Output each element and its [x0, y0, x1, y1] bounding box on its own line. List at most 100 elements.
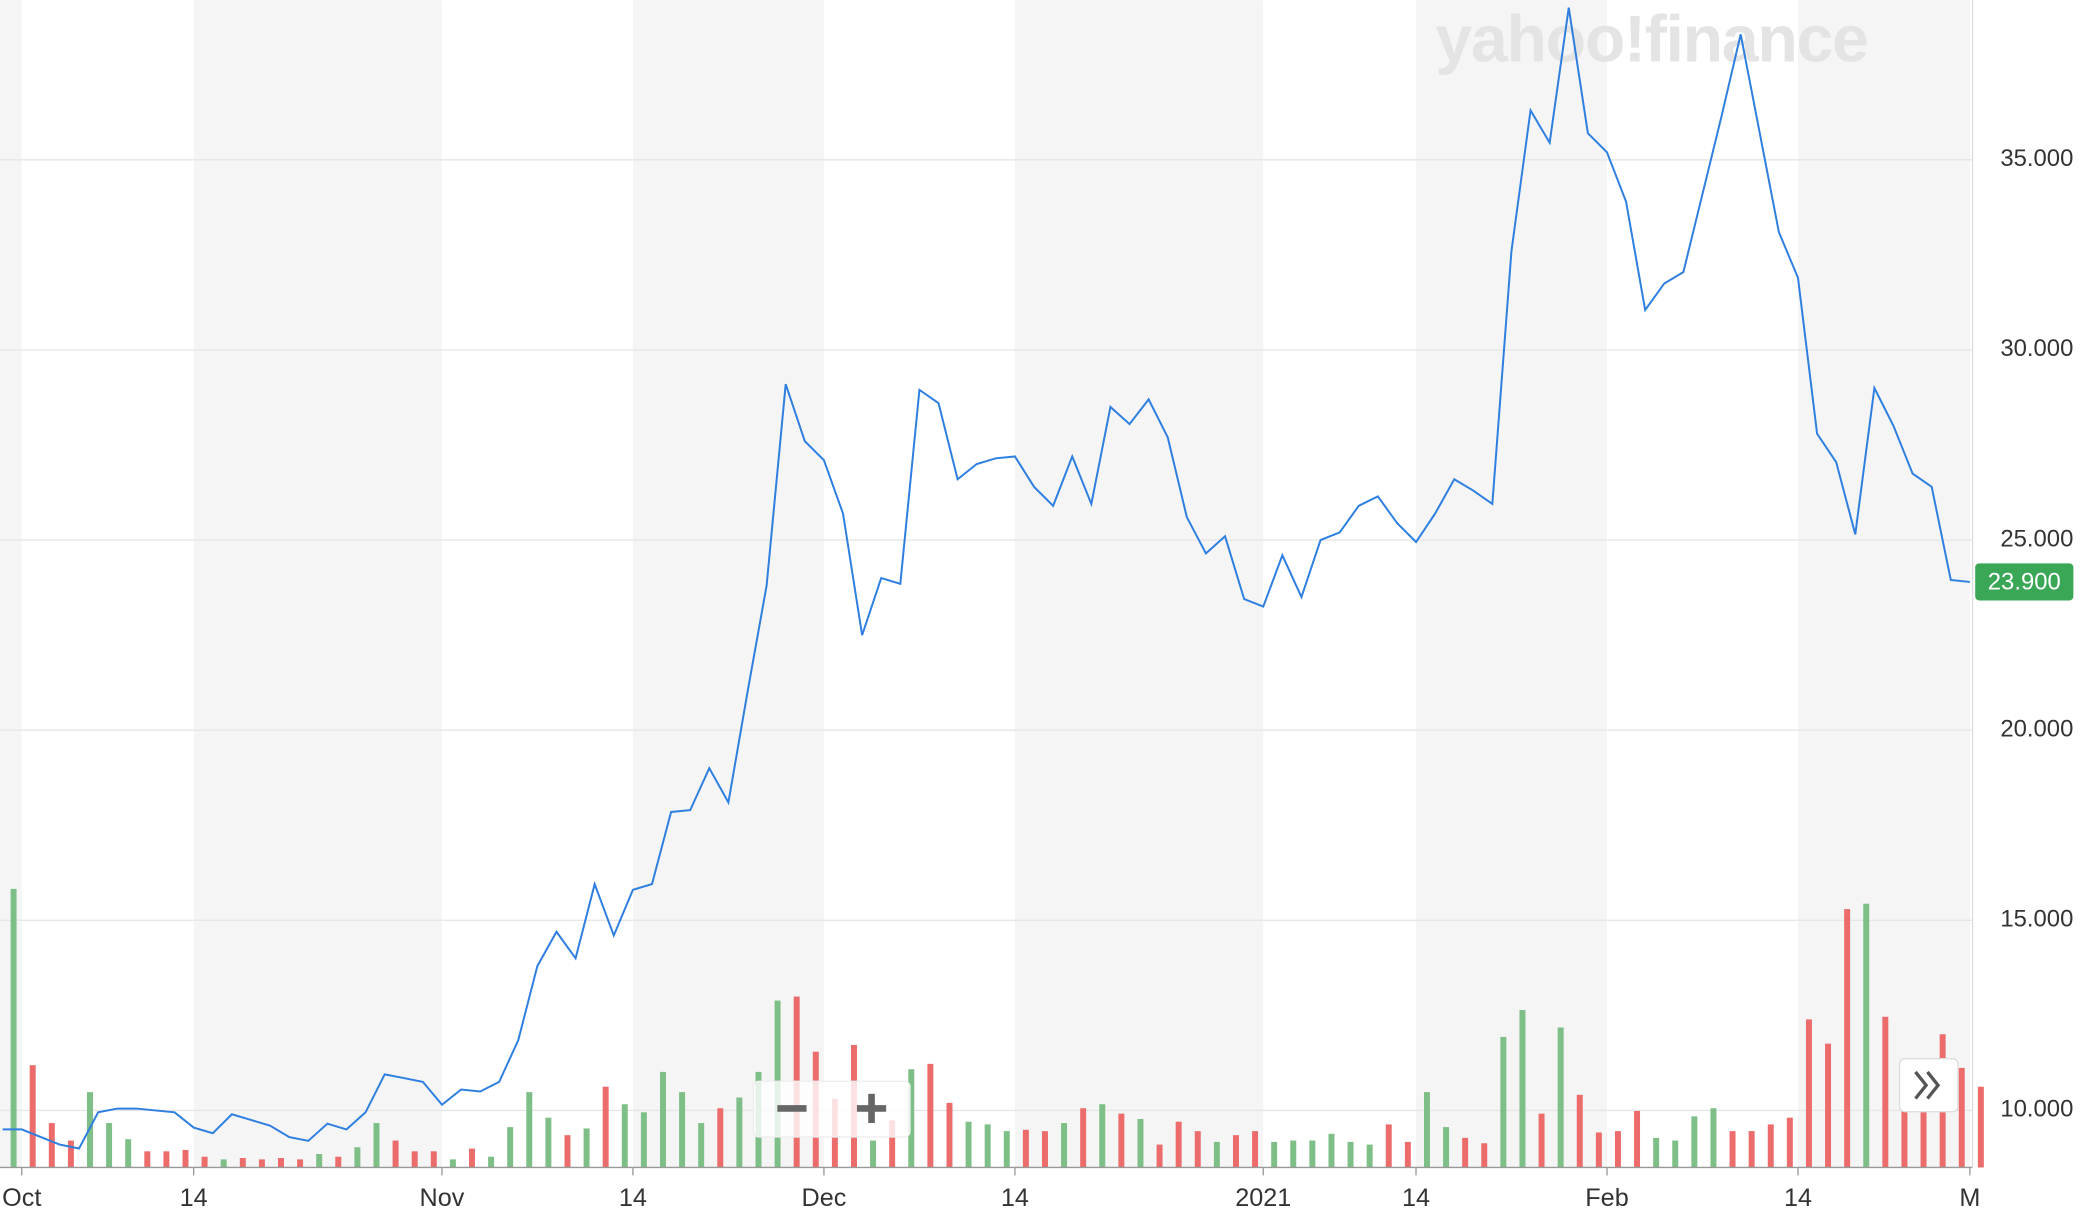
- volume-bar: [48, 1123, 55, 1168]
- volume-bar: [1576, 1094, 1583, 1168]
- volume-bar: [1729, 1131, 1736, 1168]
- volume-bar: [717, 1108, 724, 1168]
- volume-bar: [1232, 1135, 1239, 1168]
- y-tick-label: 25.000: [2000, 525, 2073, 552]
- x-tick-label: 14: [1784, 1184, 1812, 1212]
- volume-bar: [965, 1121, 972, 1168]
- volume-bar: [1691, 1116, 1698, 1168]
- volume-bar: [640, 1112, 647, 1168]
- volume-bar: [1022, 1129, 1029, 1168]
- volume-bar: [1443, 1127, 1450, 1168]
- volume-bar: [545, 1117, 552, 1168]
- zoom-controls[interactable]: [752, 1080, 911, 1138]
- y-tick-label: 15.000: [2000, 906, 2073, 933]
- scroll-icon: [1914, 1070, 1941, 1100]
- volume-bar: [507, 1127, 514, 1168]
- volume-bar: [583, 1128, 590, 1168]
- x-tick-label: M: [1959, 1184, 1980, 1212]
- x-tick-label: Feb: [1585, 1184, 1628, 1212]
- x-tick-label: 14: [1001, 1184, 1029, 1212]
- volume-bar: [1137, 1119, 1144, 1168]
- volume-bar: [1271, 1141, 1278, 1168]
- band: [1798, 0, 1970, 1168]
- volume-bar: [1061, 1123, 1068, 1168]
- volume-bar: [1099, 1104, 1106, 1168]
- volume-bar: [1404, 1141, 1411, 1168]
- volume-bar: [1347, 1141, 1354, 1168]
- volume-bar: [1118, 1113, 1125, 1168]
- band: [0, 0, 22, 1168]
- scroll-right-button[interactable]: [1898, 1058, 1959, 1113]
- volume-bar: [468, 1148, 475, 1168]
- volume-bar: [1977, 1086, 1984, 1168]
- bands: [0, 0, 1970, 1167]
- price-line: [2, 7, 1971, 1150]
- volume-bar: [1901, 1059, 1908, 1168]
- volume-bar: [1175, 1121, 1182, 1168]
- volume-bar: [335, 1156, 342, 1168]
- volume-bar: [163, 1151, 170, 1168]
- price-tag: 23.900: [1988, 569, 2061, 596]
- band: [1416, 0, 1608, 1168]
- volume-bar: [1213, 1141, 1220, 1168]
- volume-bar: [1290, 1140, 1297, 1168]
- volume-bar: [1194, 1131, 1201, 1168]
- x-tick-label: 14: [619, 1184, 647, 1212]
- x-tick-label: 14: [1402, 1184, 1430, 1212]
- volume-bar: [354, 1147, 361, 1168]
- volume-bar: [29, 1065, 36, 1168]
- volume-bar: [1920, 1084, 1927, 1168]
- x-tick-label: Oct: [2, 1184, 41, 1212]
- volume-bar: [946, 1102, 953, 1168]
- price-tag-bg: [1975, 563, 2074, 601]
- volume-bar: [1672, 1140, 1679, 1168]
- volume-bar: [1634, 1110, 1641, 1168]
- volume-bar: [889, 1120, 896, 1168]
- volume-bar: [1519, 1010, 1526, 1168]
- volume-bar: [526, 1092, 533, 1168]
- volume-bar: [1366, 1144, 1373, 1168]
- volume-bar: [449, 1159, 456, 1168]
- volume-bar: [125, 1139, 132, 1168]
- volume-bar: [258, 1159, 265, 1168]
- volume-bar: [430, 1151, 437, 1168]
- volume-bar: [1328, 1133, 1335, 1168]
- volume-bar: [870, 1140, 877, 1168]
- volume-bar: [239, 1158, 246, 1168]
- volume-bar: [1423, 1092, 1430, 1168]
- volume-bar: [679, 1092, 686, 1168]
- zoom-box: [752, 1080, 911, 1138]
- x-tick-label: Nov: [420, 1184, 465, 1212]
- volume-bar: [1041, 1131, 1048, 1168]
- volume-bar: [373, 1123, 380, 1168]
- volume-bar: [1385, 1124, 1392, 1168]
- volume-bar: [602, 1086, 609, 1168]
- volume-bar: [698, 1123, 705, 1168]
- x-tick-label: 2021: [1235, 1184, 1291, 1212]
- scroll-box: [1898, 1058, 1959, 1113]
- volume-bar: [1958, 1067, 1965, 1168]
- volume-bar: [659, 1071, 666, 1168]
- volume-bar: [106, 1123, 113, 1168]
- volume-bar: [1710, 1108, 1717, 1168]
- volume-bar: [1844, 909, 1851, 1168]
- volume-bar: [411, 1151, 418, 1168]
- volume-bar: [392, 1140, 399, 1168]
- volume-bar: [1614, 1131, 1621, 1168]
- y-tick-label: 10.000: [2000, 1096, 2073, 1123]
- volume-bar: [1805, 1019, 1812, 1168]
- y-tick-label: 30.000: [2000, 335, 2073, 362]
- volume-bar: [1462, 1137, 1469, 1168]
- volume-bar: [220, 1159, 227, 1168]
- volume-bar: [201, 1156, 208, 1168]
- volume-bar: [1767, 1124, 1774, 1168]
- volume-bar: [1825, 1043, 1832, 1168]
- zoom-out: [777, 1105, 807, 1112]
- volume-bar: [1595, 1132, 1602, 1168]
- volume-bar: [1080, 1108, 1087, 1168]
- zoom-in-v: [868, 1093, 875, 1124]
- watermark: yahoo!finance: [1435, 2, 1867, 76]
- volume-bar: [564, 1135, 571, 1168]
- x-tick-label: Dec: [802, 1184, 847, 1212]
